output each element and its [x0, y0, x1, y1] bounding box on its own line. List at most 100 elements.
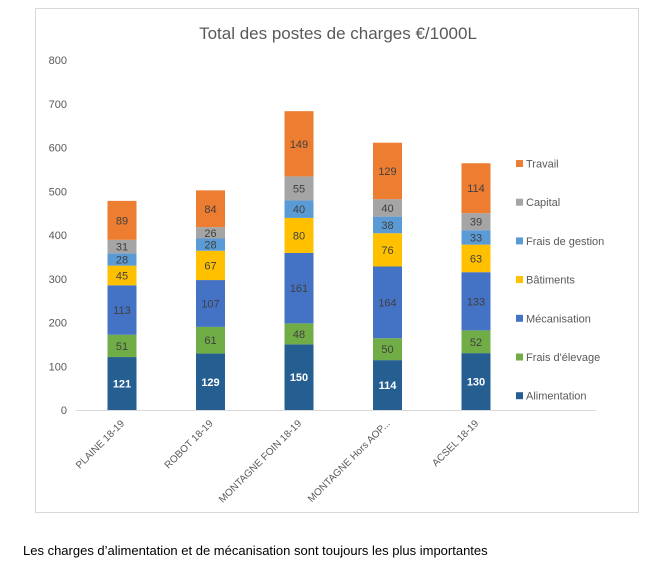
x-tick-label: MONTAGNE FOIN 18-19 [217, 418, 304, 505]
bar-segment [373, 142, 402, 200]
data-label: 33 [470, 232, 482, 244]
data-label: 31 [116, 242, 128, 254]
data-label: 63 [470, 253, 482, 265]
legend-swatch [516, 276, 523, 284]
data-label: 40 [293, 204, 305, 216]
legend-item: Mécanisation [526, 313, 591, 325]
legend-item: Alimentation [526, 391, 587, 403]
bar-segment [107, 285, 137, 335]
data-label: 76 [381, 245, 393, 257]
data-label: 161 [290, 283, 308, 295]
legend-item: Bâtiments [526, 275, 575, 287]
data-label: 51 [116, 341, 128, 353]
legend-swatch [516, 198, 523, 206]
bar-segment [461, 272, 491, 331]
bar-segment [284, 344, 314, 410]
data-label: 150 [290, 372, 308, 384]
bar-segment [196, 280, 225, 327]
bar-segment [196, 326, 225, 354]
data-label: 55 [293, 183, 305, 195]
bar-segment [107, 334, 137, 358]
chart-area: Total des postes de charges €/1000L 0 100… [35, 8, 639, 513]
data-label: 45 [116, 270, 128, 282]
x-axis: PLAINE 18-19 ROBOT 18-19 MONTAGNE FOIN 18-… [74, 410, 596, 505]
bar-segment [107, 265, 137, 286]
x-tick-label: PLAINE 18-19 [74, 418, 127, 471]
bar-segment [196, 190, 225, 228]
data-label: 114 [379, 380, 398, 392]
bar-segment [373, 266, 402, 339]
bar-segment [107, 239, 137, 254]
bar-segment [196, 238, 225, 251]
legend-swatch [516, 160, 523, 167]
y-tick-label: 600 [49, 143, 67, 155]
bar-segment [284, 200, 314, 218]
data-label: 114 [467, 183, 485, 195]
y-tick-label: 400 [49, 230, 67, 242]
data-label: 61 [204, 335, 216, 347]
data-label: 133 [467, 296, 485, 308]
x-tick-label: ACSEL 18-19 [430, 418, 481, 469]
bar-segment [196, 353, 225, 410]
bar-segment [461, 353, 491, 410]
data-label: 89 [116, 215, 128, 227]
y-tick-label: 800 [49, 55, 67, 67]
data-label: 84 [204, 204, 216, 216]
legend-swatch [516, 237, 523, 245]
bar-segment [284, 111, 314, 177]
data-label: 39 [470, 217, 482, 229]
x-tick-label: MONTAGNE Hors AOP... [306, 418, 392, 504]
bar-segment [284, 323, 314, 345]
bar-segment [461, 230, 491, 245]
data-label: 113 [113, 305, 131, 317]
bar-segment [107, 253, 137, 266]
y-tick-label: 200 [49, 318, 67, 330]
bar-segment [196, 227, 225, 239]
bar-segment [373, 360, 402, 410]
legend-item: Frais de gestion [526, 236, 604, 248]
data-label: 80 [293, 230, 305, 242]
y-tick-label: 500 [49, 186, 67, 198]
data-label: 28 [204, 240, 216, 252]
stacked-bar-chart: Total des postes de charges €/1000L 0 100… [49, 24, 605, 505]
data-label: 164 [378, 297, 396, 309]
data-label: 107 [201, 298, 219, 310]
data-label: 121 [113, 379, 131, 391]
legend: Travail Capital Frais de gestion Bâtiments M… [516, 159, 604, 403]
y-axis: 0 100 200 300 400 500 600 700 800 [49, 55, 67, 417]
data-label: 130 [467, 377, 485, 389]
legend-swatch [516, 314, 523, 322]
bar-segment [373, 199, 402, 217]
data-label: 52 [470, 337, 482, 349]
bar-segment [461, 244, 491, 273]
bar-segment [107, 357, 137, 410]
bar-segment [461, 213, 491, 231]
data-label: 48 [293, 329, 305, 341]
legend-swatch [516, 392, 523, 400]
y-tick-label: 100 [49, 361, 67, 373]
y-tick-label: 700 [49, 99, 67, 111]
bar-segment [284, 252, 314, 324]
data-label: 149 [290, 139, 308, 151]
bar-segment [373, 338, 402, 361]
data-label: 40 [381, 203, 393, 215]
bar-segment [461, 330, 491, 354]
data-label: 26 [204, 228, 216, 240]
chart-caption: Les charges d’alimentation et de mécanis… [23, 543, 488, 558]
bar-segment [373, 216, 402, 234]
bar-segment [107, 200, 137, 240]
legend-swatch [516, 353, 523, 361]
y-tick-label: 0 [61, 405, 67, 417]
x-tick-label: ROBOT 18-19 [163, 418, 216, 471]
data-label: 67 [204, 260, 216, 272]
data-label: 28 [116, 255, 128, 267]
legend-item: Capital [526, 197, 560, 209]
data-label: 50 [381, 344, 393, 356]
bar-segment [284, 217, 314, 253]
data-label: 38 [381, 220, 393, 232]
y-tick-label: 300 [49, 274, 67, 286]
legend-item: Frais d'élevage [526, 352, 600, 364]
bars: 1215111345283189129611076728268415048161… [107, 111, 491, 410]
data-label: 129 [378, 166, 396, 178]
legend-item: Travail [526, 159, 559, 171]
